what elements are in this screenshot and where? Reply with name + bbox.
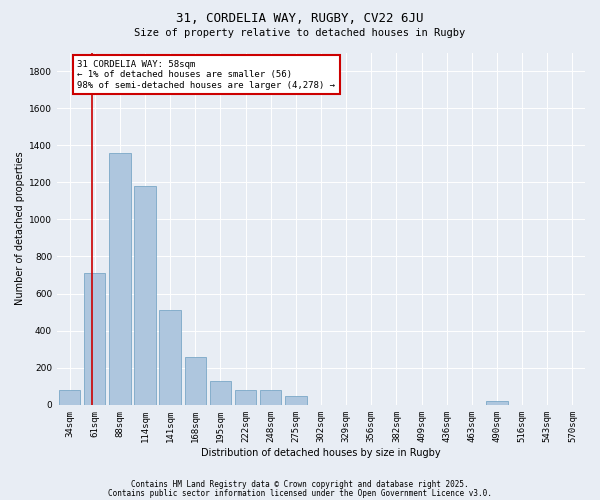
Text: 31 CORDELIA WAY: 58sqm
← 1% of detached houses are smaller (56)
98% of semi-deta: 31 CORDELIA WAY: 58sqm ← 1% of detached … [77, 60, 335, 90]
Text: Size of property relative to detached houses in Rugby: Size of property relative to detached ho… [134, 28, 466, 38]
Bar [134, 186, 156, 405]
Bar [260, 390, 281, 405]
Text: Contains public sector information licensed under the Open Government Licence v3: Contains public sector information licen… [108, 488, 492, 498]
Y-axis label: Number of detached properties: Number of detached properties [15, 152, 25, 306]
Bar [185, 356, 206, 405]
Bar [84, 273, 106, 405]
Text: 31, CORDELIA WAY, RUGBY, CV22 6JU: 31, CORDELIA WAY, RUGBY, CV22 6JU [176, 12, 424, 26]
Bar [210, 380, 231, 405]
Bar [59, 390, 80, 405]
Bar [487, 401, 508, 405]
Bar [109, 152, 131, 405]
Bar [285, 396, 307, 405]
Bar [160, 310, 181, 405]
Text: Contains HM Land Registry data © Crown copyright and database right 2025.: Contains HM Land Registry data © Crown c… [131, 480, 469, 489]
X-axis label: Distribution of detached houses by size in Rugby: Distribution of detached houses by size … [201, 448, 441, 458]
Bar [235, 390, 256, 405]
